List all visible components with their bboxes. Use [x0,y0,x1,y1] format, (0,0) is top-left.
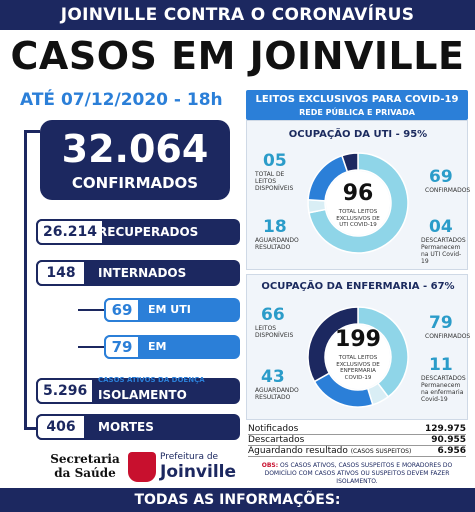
donut-segment-3 [340,152,359,173]
confirmed-box: 32.064 CONFIRMADOS [40,120,230,200]
stats-row: Descartados 90.955 [248,435,466,446]
connector-enfermaria [78,346,104,348]
uti-chart-box: OCUPAÇÃO DA UTI - 95% 96 TOTAL LEITOS EX… [246,120,471,270]
top-banner: JOINVILLE CONTRA O CORONAVÍRUS [0,0,475,30]
enfermaria-chart-box: OCUPAÇÃO DA ENFERMARIA - 67% 199 TOTAL L… [246,274,471,420]
stats-label: Descartados [248,435,305,445]
uti-waiting-label: AGUARDANDO RESULTADO [255,237,299,251]
stats-value: 90.955 [431,435,466,445]
uti-label: EM UTI [148,303,191,316]
recuperados-label: RECUPERADOS [98,225,199,239]
stats-label: Aguardando resultado (CASOS SUSPEITOS) [248,446,412,456]
isolamento-value: 5.296 [36,378,95,404]
beds-panel-subtitle: REDE PÚBLICA E PRIVADA [299,108,415,117]
confirmed-label: CONFIRMADOS [71,174,199,192]
uti-available-label: TOTAL DE LEITOS DISPONÍVEIS [255,171,294,192]
observation-note: OBS: OS CASOS ATIVOS, CASOS SUSPEITOS E … [261,462,453,485]
connector-uti [78,309,104,311]
enfermaria-donut-chart [307,306,409,408]
enfermaria-confirmed-value: 79 [429,313,453,333]
recuperados-row: 26.214 RECUPERADOS [36,219,240,245]
uti-confirmed-label: CONFIRMADOS [425,187,471,194]
mortes-label: MORTES [98,420,154,434]
enfermaria-discarded-value: 11 [429,355,453,375]
prefeitura-label: Prefeitura de [160,452,219,462]
joinville-logo: Joinville [160,462,237,482]
update-date: ATÉ 07/12/2020 - 18h [20,90,223,110]
enfermaria-value: 79 [104,335,140,359]
uti-value: 69 [104,298,140,322]
enfermaria-waiting-value: 43 [261,367,285,387]
stats-label: Notificados [248,424,299,434]
enfermaria-row: 79 EM ENFERMARIA [104,335,240,377]
enfermaria-available-label: LEITOS DISPONÍVEIS [255,325,294,339]
footer-banner: TODAS AS INFORMAÇÕES: JOINVILLE.SC.GOV.B… [0,488,475,512]
internados-label: INTERNADOS [98,266,187,280]
recuperados-value: 26.214 [36,219,105,245]
donut-segment-3 [307,306,359,383]
stats-value: 129.975 [425,424,466,434]
isolamento-sublabel: CASOS ATIVOS DA DOENÇA [98,376,205,384]
stats-row: Notificados 129.975 [248,424,466,435]
uti-discarded-label: DESCARTADOS Permanecem na UTI Covid-19 [421,237,466,265]
enfermaria-available-value: 66 [261,305,285,325]
uti-waiting-value: 18 [263,217,287,237]
uti-total-label: TOTAL LEITOS EXCLUSIVOS DE UTI COVID-19 [336,209,380,228]
enfermaria-confirmed-label: CONFIRMADOS [425,333,471,340]
mortes-row: 406 MORTES [36,414,240,440]
bracket-line [24,130,40,430]
stats-value: 6.956 [437,446,466,456]
donut-center [326,171,390,235]
enfermaria-label: EM ENFERMARIA [148,340,229,377]
uti-chart-title: OCUPAÇÃO DA UTI - 95% [288,129,428,140]
enfermaria-chart-title: OCUPAÇÃO DA ENFERMARIA - 67% [261,281,455,292]
donut-center [326,325,390,389]
secretaria-logo: Secretaria da Saúde [50,452,120,480]
uti-row: 69 EM UTI [104,298,240,322]
internados-row: 148 INTERNADOS [36,260,240,286]
uti-discarded-value: 04 [429,217,453,237]
page-title: CASOS EM JOINVILLE [10,34,465,78]
enfermaria-discarded-label: DESCARTADOS Permanecem na enfermaria Cov… [421,375,466,403]
enfermaria-total-label: TOTAL LEITOS EXCLUSIVOS DE ENFERMARIA CO… [336,355,380,381]
beds-panel-title: LEITOS EXCLUSIVOS PARA COVID-19 [255,94,459,105]
enfermaria-total-value: 199 [335,327,381,352]
uti-total-value: 96 [342,181,374,206]
uti-confirmed-value: 69 [429,167,453,187]
donut-segment-0 [308,152,409,254]
stats-row: Aguardando resultado (CASOS SUSPEITOS) 6… [248,446,466,457]
uti-available-value: 05 [263,151,287,171]
enfermaria-waiting-label: AGUARDANDO RESULTADO [255,387,299,401]
mortes-value: 406 [36,414,86,440]
confirmed-value: 32.064 [61,127,209,171]
prefeitura-crest-icon [128,452,156,482]
stats-table: Notificados 129.975 Descartados 90.955 A… [248,424,466,457]
beds-panel-header: LEITOS EXCLUSIVOS PARA COVID-19 REDE PÚB… [246,90,468,120]
internados-value: 148 [36,260,86,286]
uti-donut-chart [307,152,409,254]
